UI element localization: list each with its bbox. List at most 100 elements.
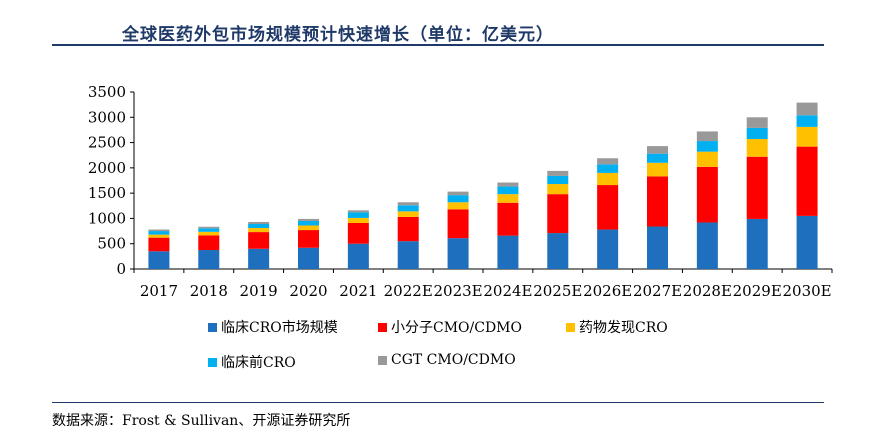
bar-segment — [547, 194, 569, 234]
bar-segment — [248, 221, 270, 224]
bar-segment — [298, 230, 319, 248]
x-tick-label: 2027E — [633, 282, 682, 300]
y-tick-label: 0 — [116, 260, 126, 278]
bar-segment — [647, 162, 668, 177]
bar-segment — [647, 146, 668, 154]
bar-segment — [597, 185, 619, 230]
bar-segment — [248, 248, 270, 269]
legend-item: 药物发现CRO — [566, 317, 668, 337]
legend-label: 小分子CMO/CDMO — [391, 320, 522, 336]
bar-segment — [547, 175, 569, 185]
bar-segment — [497, 202, 519, 236]
bar-segment — [796, 215, 818, 269]
bar-segment — [298, 220, 319, 226]
source-rule — [52, 402, 824, 403]
x-tick-label: 2017 — [140, 282, 178, 300]
legend-swatch — [566, 322, 575, 332]
bar-segment — [796, 146, 818, 216]
bar-segment — [198, 228, 220, 232]
legend-label: 临床前CRO — [221, 355, 296, 371]
x-tick-label: 2030E — [783, 282, 832, 300]
bar-segment — [597, 158, 619, 165]
bar-segment — [347, 212, 369, 218]
bar-segment — [298, 247, 319, 269]
bar-segment — [796, 115, 818, 127]
bar-segment — [397, 205, 419, 212]
y-tick-label: 2000 — [88, 159, 126, 177]
bar-segment — [696, 151, 718, 167]
bar-segment — [148, 234, 170, 238]
bar-segment — [347, 222, 369, 244]
bar-segment — [647, 176, 668, 227]
y-tick-label: 500 — [97, 235, 126, 253]
x-tick-label: 2022E — [384, 282, 433, 300]
bar-segment — [148, 229, 170, 232]
bar-segment — [696, 141, 718, 152]
x-tick-label: 2019 — [240, 282, 278, 300]
bar-segment — [497, 194, 519, 203]
bar-segment — [497, 182, 519, 187]
bar-segment — [696, 131, 718, 142]
bar-segment — [447, 238, 469, 269]
legend-swatch — [208, 322, 217, 332]
x-tick-label: 2018 — [190, 282, 228, 300]
x-tick-label: 2024E — [483, 282, 532, 300]
bar-segment — [547, 233, 569, 269]
x-tick-label: 2021 — [339, 282, 377, 300]
legend-label: 药物发现CRO — [579, 320, 668, 336]
bar-segment — [248, 228, 270, 233]
bar-segment — [447, 195, 469, 203]
bar-segment — [746, 127, 768, 140]
bar-segment — [696, 166, 718, 223]
x-tick-label: 2023E — [434, 282, 483, 300]
legend-swatch — [378, 355, 387, 365]
bar-segment — [746, 139, 768, 157]
bar-segment — [198, 231, 220, 236]
title-rule — [52, 44, 824, 46]
bar-segment — [198, 250, 220, 269]
bar-segment — [497, 235, 519, 269]
y-tick-label: 3500 — [88, 83, 126, 101]
legend-item: 临床前CRO — [208, 352, 296, 372]
bar-segment — [298, 225, 319, 231]
y-tick-label: 3000 — [88, 108, 126, 126]
bar-segment — [148, 237, 170, 252]
bar-segment — [746, 156, 768, 219]
bar-segment — [647, 153, 668, 163]
x-tick-label: 2029E — [733, 282, 782, 300]
legend-label: 临床CRO市场规模 — [221, 320, 338, 336]
bar-segment — [298, 218, 319, 221]
y-tick-label: 1500 — [88, 184, 126, 202]
bar-segment — [597, 172, 619, 186]
bar-segment — [447, 202, 469, 210]
x-tick-label: 2028E — [683, 282, 732, 300]
bar-segment — [696, 222, 718, 269]
bar-segment — [796, 102, 818, 116]
bar-segment — [248, 232, 270, 249]
bar-segment — [647, 226, 668, 269]
bar-segment — [447, 191, 469, 196]
bar-segment — [198, 235, 220, 251]
bar-segment — [148, 231, 170, 235]
bar-segment — [347, 243, 369, 269]
x-tick-label: 2025E — [533, 282, 582, 300]
bar-segment — [746, 117, 768, 128]
x-tick-label: 2026E — [583, 282, 632, 300]
chart-title: 全球医药外包市场规模预计快速增长（单位：亿美元） — [122, 25, 554, 45]
bar-segment — [497, 186, 519, 195]
bar-segment — [746, 218, 768, 269]
bar-segment — [547, 184, 569, 195]
x-tick-label: 2020 — [289, 282, 327, 300]
legend-label: CGT CMO/CDMO — [391, 352, 516, 368]
bar-segment — [198, 226, 220, 229]
bar-segment — [447, 209, 469, 239]
y-tick-label: 1000 — [88, 209, 126, 227]
bar-segment — [397, 211, 419, 217]
bar-segment — [597, 229, 619, 269]
bar-segment — [148, 251, 170, 269]
legend-item: 小分子CMO/CDMO — [378, 317, 522, 337]
bar-segment — [248, 223, 270, 229]
bar-segment — [397, 241, 419, 269]
legend-swatch — [208, 357, 217, 367]
